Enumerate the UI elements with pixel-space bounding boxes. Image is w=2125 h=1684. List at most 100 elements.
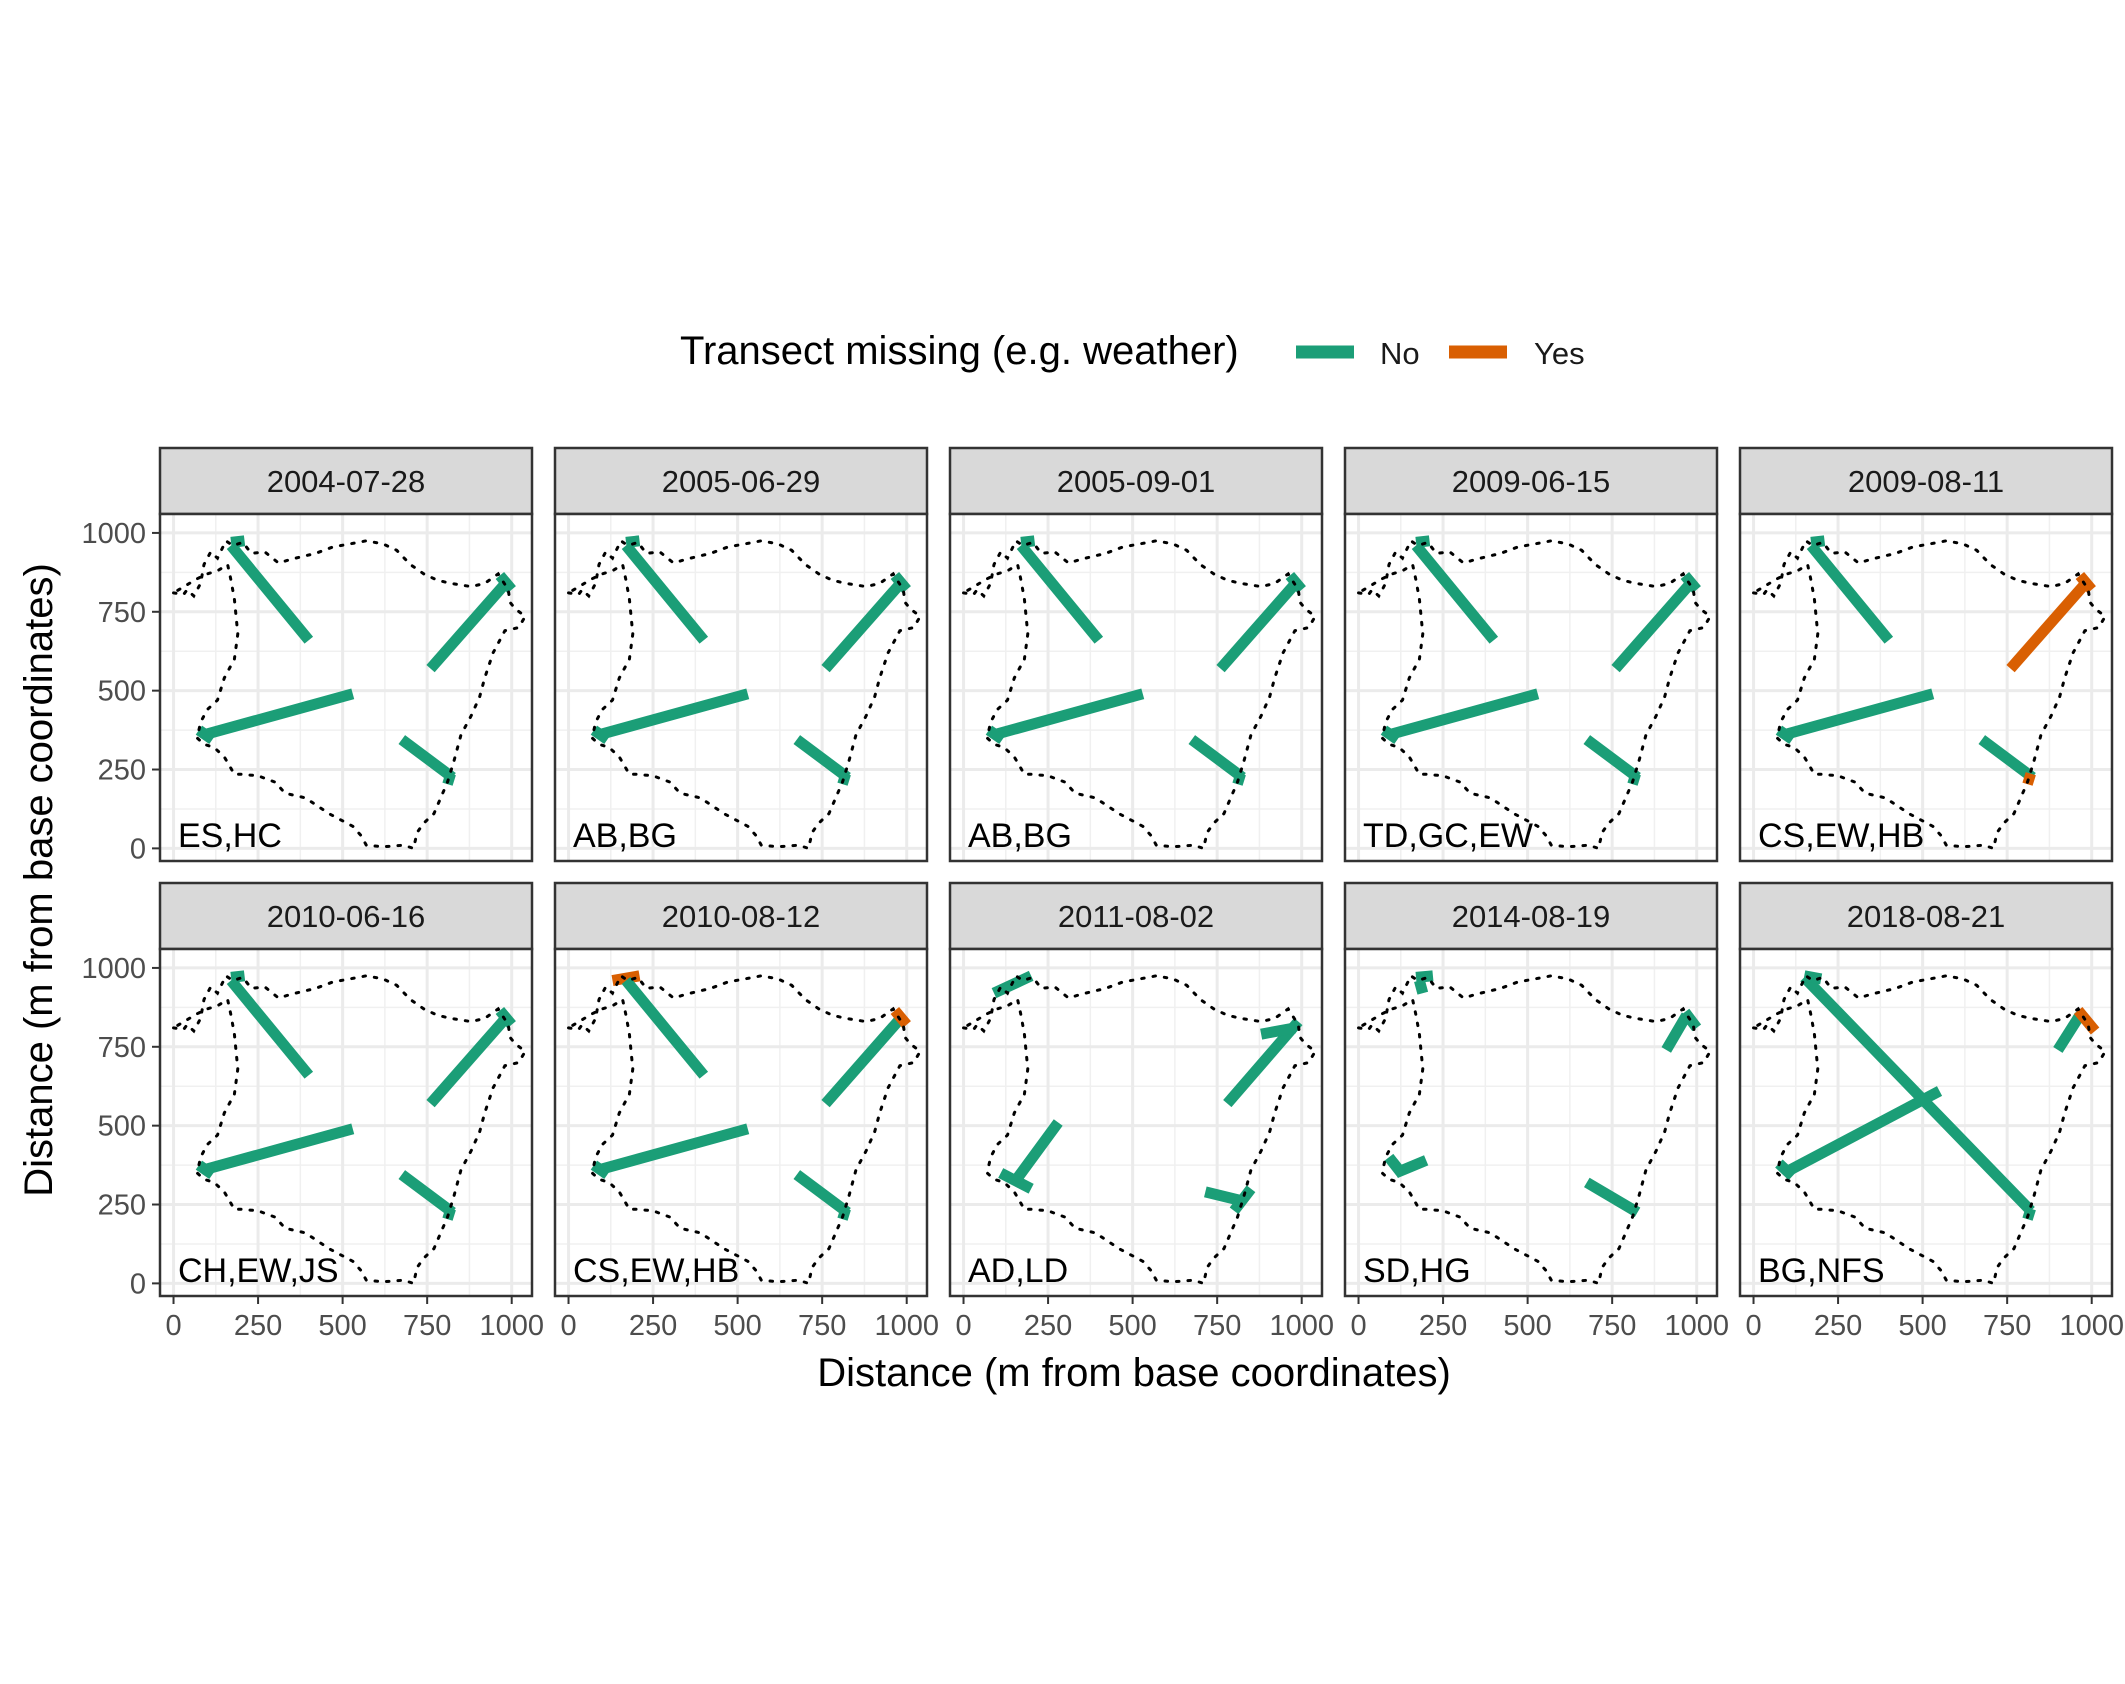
transect-segment-present xyxy=(202,1123,355,1176)
transect-segment-present xyxy=(230,535,246,548)
transect-segment-present xyxy=(1810,535,1826,548)
transect-segment-present xyxy=(195,725,216,745)
transect-segment-present xyxy=(1661,1012,1692,1053)
transect-segment-present xyxy=(495,571,516,594)
transect-segment-present xyxy=(625,535,641,548)
x-tick-label: 750 xyxy=(1588,1310,1636,1342)
facet-panel-2005-09-01: 2005-09-01 AB,BG xyxy=(948,446,1324,863)
transect-segment-present xyxy=(1782,688,1935,741)
transect-segment-present xyxy=(1387,688,1540,741)
facet-panel-2010-08-12: 2010-08-12 CS,EW,HB 0 250 500 750 1000 xyxy=(553,881,939,1342)
panel-border xyxy=(553,947,929,1298)
transect-segment-present xyxy=(890,571,911,594)
transect-segment-present xyxy=(998,1168,1034,1194)
x-tick-label: 500 xyxy=(1503,1310,1551,1342)
transect-segment-present xyxy=(1583,735,1641,782)
x-tick-label: 500 xyxy=(318,1310,366,1342)
facet-strip-label: 2004-07-28 xyxy=(267,464,426,499)
y-tick-label: 250 xyxy=(98,1190,146,1222)
y-tick-label: 1000 xyxy=(81,518,146,550)
facet-strip xyxy=(948,881,1324,951)
x-tick-label: 250 xyxy=(1024,1310,1072,1342)
x-tick-label: 0 xyxy=(1350,1310,1366,1342)
site-boundary xyxy=(1752,973,2108,1286)
x-tick-label: 250 xyxy=(234,1310,282,1342)
legend-label-yes: Yes xyxy=(1534,336,1585,371)
facet-strip-label: 2009-06-15 xyxy=(1452,464,1611,499)
transect-segment-present xyxy=(1680,571,1701,594)
panel-border xyxy=(553,512,929,863)
facet-strip-label: 2011-08-02 xyxy=(1058,899,1214,934)
panel-border xyxy=(158,512,534,863)
observer-label: AB,BG xyxy=(573,817,677,855)
transect-segment-present xyxy=(2053,1012,2085,1053)
transect-segment-present xyxy=(1216,576,1303,673)
y-tick-label: 500 xyxy=(98,1111,146,1143)
x-tick-label: 250 xyxy=(1814,1310,1862,1342)
facet-panels: 2004-07-28 ES,HC 0 250 500 750 1000 2005-06-29 A… xyxy=(81,446,2124,1342)
transect-segment-missing xyxy=(2075,571,2096,594)
site-boundary xyxy=(172,538,528,851)
transect-segment-present xyxy=(426,1011,513,1108)
transect-segment-present xyxy=(1784,1086,1943,1177)
facet-strip xyxy=(158,446,534,516)
x-tick-label: 750 xyxy=(798,1310,846,1342)
facet-panel-2009-08-11: 2009-08-11 CS,EW,HB xyxy=(1738,446,2114,863)
transect-segment-present xyxy=(495,1006,516,1029)
panel-border xyxy=(1343,512,1719,863)
y-tick-label: 250 xyxy=(98,755,146,787)
transect-segment-present xyxy=(226,542,314,644)
observer-label: AD,LD xyxy=(968,1252,1068,1290)
observer-label: SD,HG xyxy=(1363,1252,1471,1290)
observer-label: CS,EW,HB xyxy=(573,1252,739,1290)
transect-segment-present xyxy=(1020,535,1036,548)
facet-strip xyxy=(553,881,929,951)
x-tick-label: 0 xyxy=(560,1310,576,1342)
transect-segment-present xyxy=(1806,542,1894,644)
transect-segment-present xyxy=(992,688,1145,741)
facet-panel-2004-07-28: 2004-07-28 ES,HC 0 250 500 750 1000 xyxy=(81,446,534,865)
transect-segment-present xyxy=(1188,735,1246,782)
transect-segment-missing xyxy=(611,970,641,986)
facet-strip xyxy=(1343,881,1719,951)
transect-segment-present xyxy=(1229,1185,1256,1215)
transect-segment-present xyxy=(1393,1155,1429,1179)
facet-strip-label: 2005-09-01 xyxy=(1057,464,1216,499)
y-tick-label: 0 xyxy=(130,1268,146,1300)
site-boundary xyxy=(962,538,1318,851)
transect-segment-present xyxy=(590,1160,611,1180)
x-tick-label: 1000 xyxy=(1664,1310,1729,1342)
observer-label: TD,GC,EW xyxy=(1363,817,1533,855)
panel-border xyxy=(158,947,534,1298)
facet-strip xyxy=(948,446,1324,516)
transect-segment-present xyxy=(597,1123,750,1176)
y-tick-label: 750 xyxy=(98,597,146,629)
x-tick-label: 1000 xyxy=(874,1310,939,1342)
facet-panel-2010-06-16: 2010-06-16 CH,EW,JS 0 250 500 750 1000 0 250 500 7… xyxy=(81,881,544,1342)
observer-label: ES,HC xyxy=(178,817,282,855)
transect-segment-present xyxy=(1016,542,1104,644)
transect-segment-present xyxy=(1223,1017,1303,1108)
transect-segment-present xyxy=(202,688,355,741)
facet-panel-2005-06-29: 2005-06-29 AB,BG xyxy=(553,446,929,863)
facet-strip-label: 2010-06-16 xyxy=(267,899,426,934)
transect-segment-present xyxy=(1775,1159,1797,1181)
site-boundary xyxy=(172,973,528,1286)
facet-strip xyxy=(1738,446,2114,516)
x-tick-label: 500 xyxy=(713,1310,761,1342)
transect-segment-present xyxy=(426,576,513,673)
observer-label: CH,EW,JS xyxy=(178,1252,339,1290)
site-boundary xyxy=(567,538,923,851)
transect-segment-present xyxy=(1414,979,1429,995)
panel-border xyxy=(1343,947,1719,1298)
facet-panel-2014-08-19: 2014-08-19 SD,HG 0 250 500 750 1000 xyxy=(1343,881,1729,1342)
transect-segment-present xyxy=(1411,542,1499,644)
transect-segment-present xyxy=(1978,735,2036,782)
facet-strip xyxy=(158,881,534,951)
transect-segment-missing xyxy=(890,1006,911,1029)
facet-strip xyxy=(1738,881,2114,951)
transect-segment-present xyxy=(1415,970,1434,983)
transect-segment-present xyxy=(1584,1177,1641,1218)
transect-segment-present xyxy=(621,977,709,1079)
transect-segment-present xyxy=(1009,1119,1063,1186)
